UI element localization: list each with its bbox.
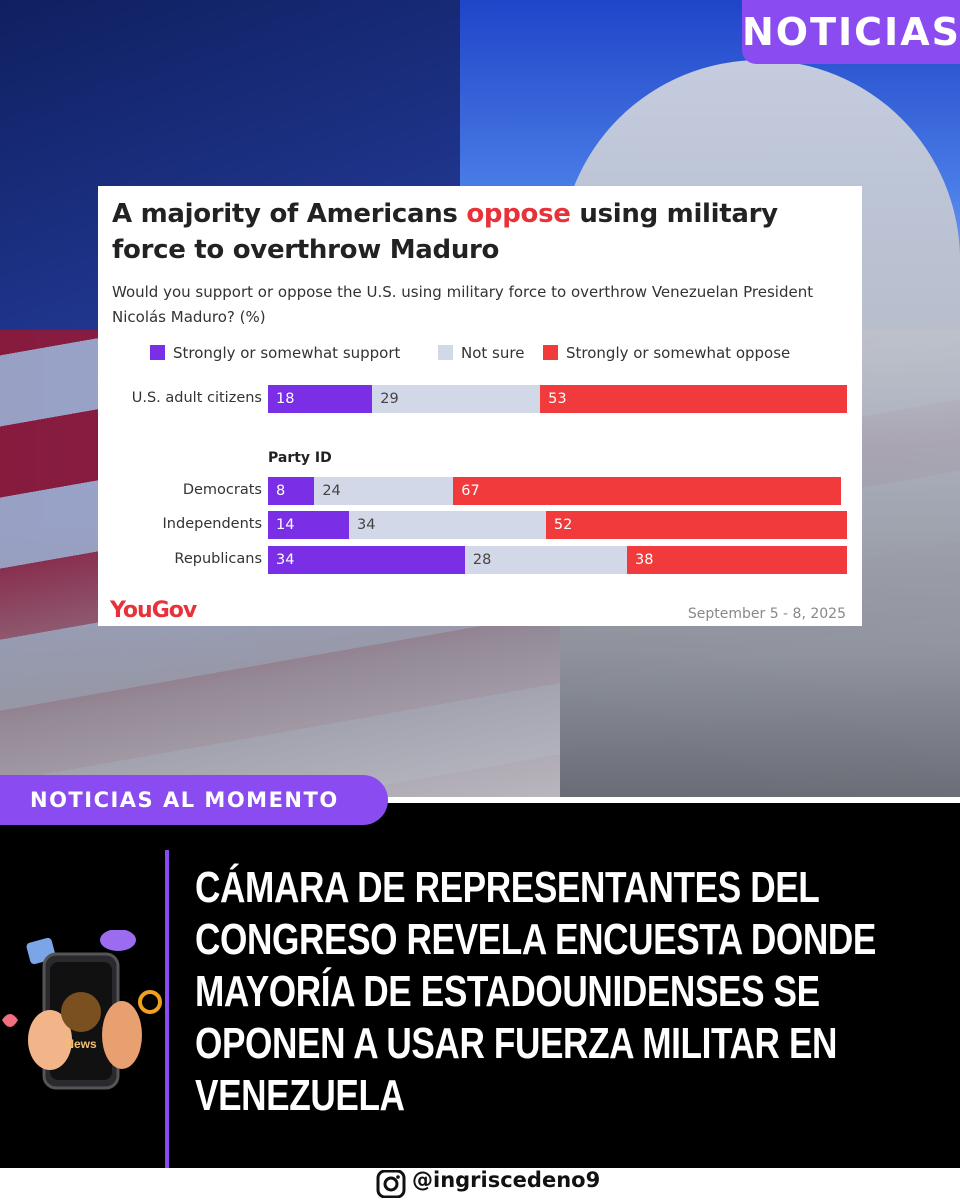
headline: CÁMARA DE REPRESENTANTES DEL CONGRESO RE…	[195, 863, 876, 1120]
bar	[349, 511, 546, 539]
value-label: 34	[276, 552, 295, 568]
legend-item: Strongly or somewhat oppose	[543, 344, 790, 362]
legend-swatch	[543, 345, 558, 360]
divider	[380, 797, 960, 803]
category-label: Democrats	[182, 482, 262, 498]
bar	[545, 511, 847, 539]
news-icon: News	[2, 930, 162, 1090]
legend-item: Not sure	[438, 344, 524, 362]
value-label: 29	[380, 391, 399, 407]
bar	[372, 385, 541, 413]
value-label: 38	[634, 552, 654, 568]
legend-item: Strongly or somewhat support	[150, 344, 400, 362]
footer	[0, 1168, 960, 1200]
chart-subtitle: Would you support or oppose the U.S. usi…	[112, 283, 814, 326]
group-label: Party ID	[268, 450, 332, 466]
bar	[453, 477, 842, 505]
value-label: 14	[276, 517, 295, 533]
bar	[268, 385, 373, 413]
value-label: 52	[553, 517, 573, 533]
bar	[540, 385, 847, 413]
value-label: 34	[357, 517, 376, 533]
legend-swatch	[438, 345, 453, 360]
category-label: Republicans	[174, 551, 262, 567]
title-end: using military force to overthrow Maduro	[112, 199, 778, 265]
chart-card: A majority of Americans oppose using mil…	[98, 186, 862, 626]
value-label: 53	[548, 391, 567, 407]
bar	[626, 546, 847, 574]
section-tag: NOTICIAS AL MOMENTO	[0, 775, 388, 825]
legend-swatch	[150, 345, 165, 360]
legend-label: Strongly or somewhat oppose	[566, 344, 791, 362]
instagram-icon	[376, 1170, 406, 1198]
bar	[268, 477, 315, 505]
badge: NOTICIAS	[742, 0, 960, 64]
handle: @ingriscedeno9	[412, 1168, 601, 1192]
date: September 5 - 8, 2025	[687, 606, 846, 622]
source: YouGov	[110, 598, 197, 623]
chart-title: A majority of Americans oppose using mil…	[112, 196, 852, 268]
legend-label: Strongly or somewhat support	[173, 344, 401, 362]
value-label: 18	[276, 391, 295, 407]
bar	[268, 511, 350, 539]
legend-label: Not sure	[461, 344, 525, 362]
bar	[464, 546, 627, 574]
value-label: 24	[322, 483, 341, 499]
category-label: U.S. adult citizens	[131, 390, 262, 406]
category-label: Independents	[162, 516, 262, 532]
accent-line	[165, 850, 169, 1168]
bar	[314, 477, 454, 505]
value-label: 28	[472, 552, 492, 568]
value-label: 67	[461, 483, 480, 499]
value-label: 8	[276, 483, 286, 499]
title-highlight: oppose	[466, 199, 571, 229]
bar	[268, 546, 465, 574]
title-start: A majority of Americans	[112, 199, 467, 229]
icon-label: News	[65, 1037, 97, 1051]
